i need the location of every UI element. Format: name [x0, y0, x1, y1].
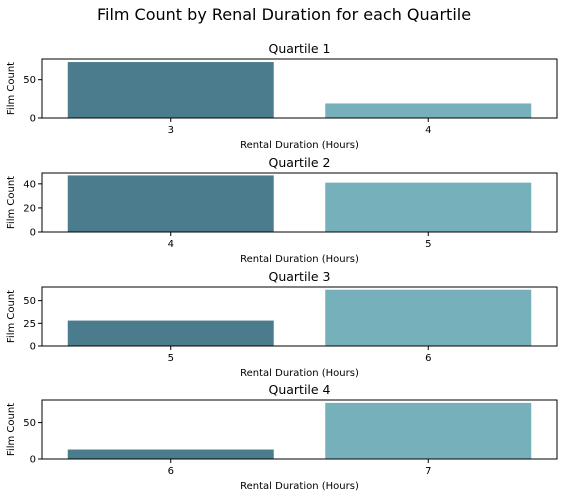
- x-axis-label: Rental Duration (Hours): [240, 368, 359, 379]
- subplot-title: Quartile 1: [268, 41, 330, 56]
- bar-5: [325, 182, 532, 232]
- axes-frame: [41, 172, 558, 233]
- axes-frame: [41, 399, 558, 460]
- subplot-quartile-1: 0 50 3 4 Quartile 1 Rental Duration (Hours) Fi…: [6, 41, 558, 151]
- x-tick-label: 4: [425, 125, 431, 136]
- subplot-title: Quartile 4: [268, 382, 330, 397]
- bar-3: [67, 62, 274, 118]
- y-tick-label: 50: [23, 418, 36, 429]
- axes-frame: [41, 58, 558, 119]
- subplot-quartile-3: 0 25 50 5 6 Quartile 3 Rental Duration (Hours)…: [6, 269, 558, 379]
- y-axis-label: Film Count: [6, 290, 17, 343]
- y-tick-label: 0: [30, 455, 36, 466]
- x-tick-label: 4: [168, 239, 174, 250]
- x-tick-label: 5: [425, 239, 431, 250]
- subplot-title: Quartile 3: [268, 269, 330, 284]
- bar-7: [325, 402, 532, 459]
- y-tick-label: 20: [23, 203, 36, 214]
- y-tick-label: 0: [30, 114, 36, 125]
- y-axis-label: Film Count: [6, 176, 17, 229]
- figure-title: Film Count by Renal Duration for each Qu…: [97, 5, 471, 24]
- bar-5: [67, 320, 274, 346]
- y-tick-label: 40: [23, 179, 36, 190]
- y-tick-label: 50: [23, 75, 36, 86]
- y-axis-label: Film Count: [6, 62, 17, 115]
- subplot-title: Quartile 2: [268, 155, 330, 170]
- x-tick-label: 3: [168, 125, 174, 136]
- y-tick-label: 0: [30, 342, 36, 353]
- y-axis-label: Film Count: [6, 403, 17, 456]
- bar-6: [67, 449, 274, 459]
- x-tick-label: 5: [168, 353, 174, 364]
- x-axis-label: Rental Duration (Hours): [240, 254, 359, 265]
- y-tick-label: 25: [23, 319, 36, 330]
- subplot-quartile-2: 0 20 40 4 5 Quartile 2 Rental Duration (Hours)…: [6, 155, 558, 265]
- bar-4: [325, 103, 532, 118]
- x-tick-label: 6: [425, 353, 431, 364]
- axes-frame: [41, 286, 558, 347]
- x-tick-label: 7: [425, 466, 431, 477]
- x-tick-label: 6: [168, 466, 174, 477]
- x-axis-label: Rental Duration (Hours): [240, 140, 359, 151]
- x-axis-label: Rental Duration (Hours): [240, 481, 359, 492]
- y-tick-label: 50: [23, 296, 36, 307]
- y-tick-label: 0: [30, 228, 36, 239]
- subplot-quartile-4: 0 50 6 7 Quartile 4 Rental Duration (Hours) Fi…: [6, 382, 558, 492]
- bar-4: [67, 175, 274, 232]
- bar-6: [325, 289, 532, 346]
